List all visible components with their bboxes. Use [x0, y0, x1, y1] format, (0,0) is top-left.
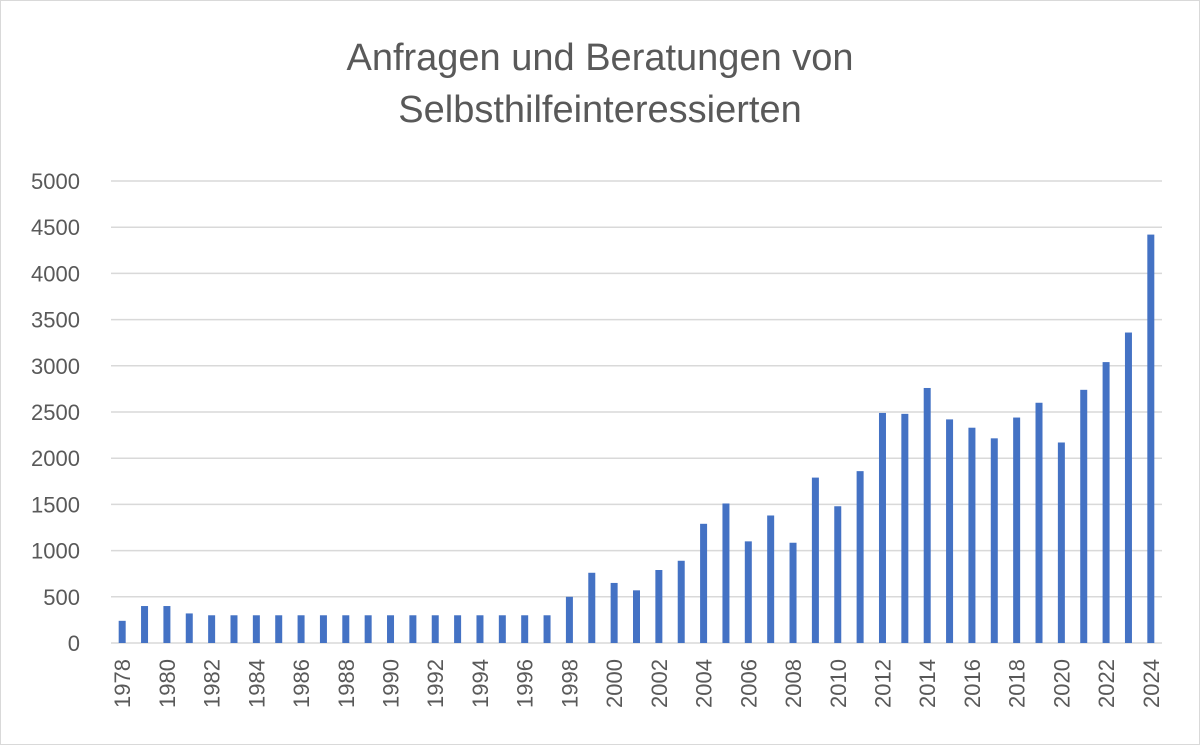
bar-2008	[789, 542, 797, 643]
bar-2014	[923, 387, 931, 643]
bar-1978	[118, 620, 126, 643]
y-tick-label: 500	[43, 585, 80, 610]
bar-2000	[610, 582, 618, 643]
bar-1986	[297, 615, 305, 643]
x-tick-label: 2006	[736, 659, 761, 708]
x-tick-label: 2020	[1049, 659, 1074, 708]
x-tick-label: 2022	[1094, 659, 1119, 708]
x-tick-label: 1994	[468, 659, 493, 708]
bar-2007	[767, 515, 775, 643]
x-tick-label: 2014	[915, 659, 940, 708]
bar-2018	[1013, 417, 1021, 643]
x-tick-label: 2002	[647, 659, 672, 708]
bar-1993	[454, 615, 462, 643]
bar-2019	[1035, 402, 1043, 643]
y-tick-label: 3000	[31, 354, 80, 379]
bar-2021	[1080, 389, 1088, 643]
bar-2002	[655, 570, 663, 643]
bar-2006	[744, 541, 752, 643]
y-tick-label: 2000	[31, 446, 80, 471]
bar-2016	[968, 427, 976, 643]
bar-2004	[700, 523, 708, 643]
bar-2017	[990, 438, 998, 643]
y-tick-label: 1000	[31, 539, 80, 564]
x-tick-label: 2010	[826, 659, 851, 708]
bar-1984	[252, 615, 260, 643]
chart-title-line-1: Anfragen und Beratungen von	[346, 37, 854, 79]
bar-1979	[141, 606, 149, 643]
y-tick-label: 5000	[31, 169, 80, 194]
bar-2003	[677, 560, 685, 643]
x-tick-label: 2012	[870, 659, 895, 708]
bar-2020	[1057, 442, 1065, 643]
x-tick-label: 2008	[781, 659, 806, 708]
chart-title: Anfragen und Beratungen von Selbsthilfei…	[0, 32, 1200, 136]
gridlines	[111, 180, 1162, 644]
bar-2022	[1102, 362, 1110, 643]
bar-2009	[811, 477, 819, 643]
bar-1985	[275, 615, 283, 643]
x-tick-label: 2016	[960, 659, 985, 708]
x-tick-label: 1986	[289, 659, 314, 708]
bar-1990	[387, 615, 395, 643]
x-tick-label: 1984	[244, 659, 269, 708]
bar-2013	[901, 413, 909, 643]
bar-1989	[364, 615, 372, 643]
x-tick-label: 1990	[379, 659, 404, 708]
bar-2001	[633, 590, 640, 643]
bar-1983	[230, 615, 238, 643]
y-tick-label: 4500	[31, 215, 80, 240]
bar-1997	[543, 615, 551, 643]
bar-2015	[946, 419, 954, 643]
bar-1981	[185, 613, 193, 643]
bar-2012	[878, 412, 886, 643]
y-axis-ticks: 0 500 1000 1500 2000 2500 3000 3500 4000 4500 5000	[31, 169, 80, 656]
x-tick-label: 1980	[155, 659, 180, 708]
x-tick-label: 2018	[1005, 659, 1030, 708]
y-tick-label: 1500	[31, 492, 80, 517]
y-tick-label: 0	[68, 631, 80, 656]
x-tick-label: 1992	[423, 659, 448, 708]
bars	[118, 234, 1155, 644]
y-tick-label: 3500	[31, 308, 80, 333]
x-tick-label: 1978	[110, 659, 135, 708]
bar-2010	[834, 506, 842, 643]
chart-title-line-2: Selbsthilfeinteressierten	[398, 89, 802, 131]
x-tick-label: 2004	[692, 659, 717, 708]
bar-2005	[722, 503, 730, 643]
bar-1980	[163, 606, 171, 643]
x-tick-label: 1982	[200, 659, 225, 708]
bar-1995	[498, 615, 506, 643]
bar-1988	[342, 615, 350, 643]
bar-1996	[521, 615, 529, 643]
bar-2023	[1124, 332, 1132, 643]
bar-1992	[431, 615, 439, 643]
x-tick-label: 1998	[557, 659, 582, 708]
x-tick-label: 1996	[513, 659, 538, 708]
x-tick-label: 2024	[1139, 659, 1164, 708]
y-tick-label: 4000	[31, 261, 80, 286]
bar-1991	[409, 615, 417, 643]
x-tick-label: 1988	[334, 659, 359, 708]
bar-1994	[476, 615, 484, 643]
bar-2011	[856, 471, 864, 643]
bar-2024	[1147, 234, 1155, 644]
x-tick-label: 2000	[602, 659, 627, 708]
y-tick-label: 2500	[31, 400, 80, 425]
bar-1982	[208, 615, 216, 643]
bar-1998	[565, 596, 573, 643]
bar-1987	[319, 615, 327, 643]
bar-1999	[588, 572, 596, 643]
x-axis-ticks: 1978 1980 1982 1984 1986 1988 1990 1992 1994 1996…	[110, 659, 1164, 708]
